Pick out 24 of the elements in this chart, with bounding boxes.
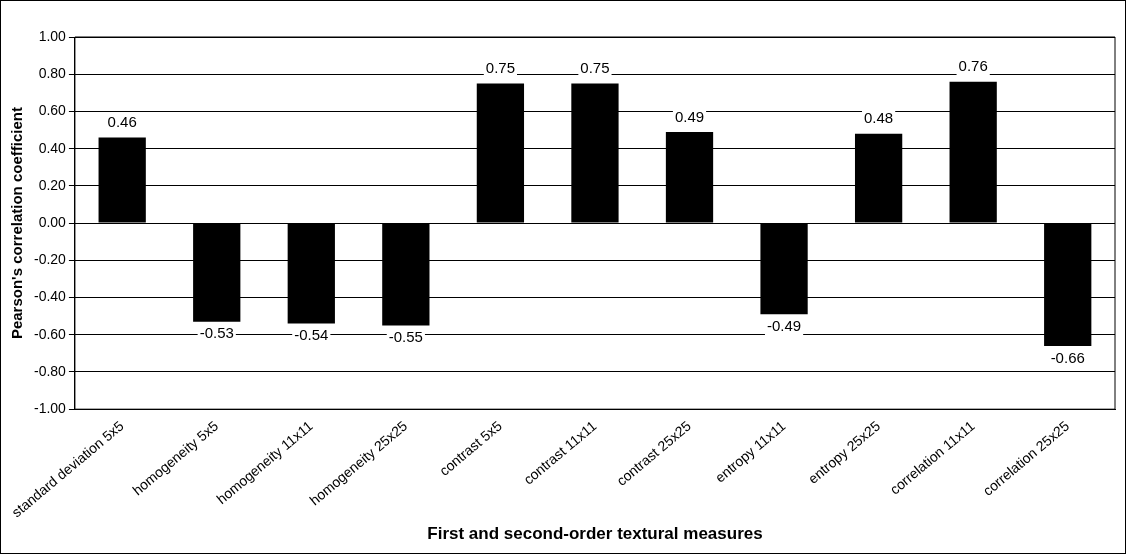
data-label: -0.66: [1050, 348, 1085, 366]
y-tick-label: 1.00: [38, 27, 67, 44]
y-tick-label: 0.40: [38, 139, 67, 156]
y-tick-label: 0.00: [38, 213, 67, 230]
data-label: -0.55: [388, 328, 423, 346]
data-label: 0.76: [958, 57, 988, 75]
y-axis-title: Pearson's correlation coefficient: [8, 107, 26, 340]
data-label: -0.54: [294, 326, 329, 344]
data-label: 0.75: [485, 59, 515, 77]
data-label: 0.48: [864, 109, 894, 127]
data-label: 0.75: [580, 59, 610, 77]
data-label: 0.46: [107, 113, 137, 131]
y-tick-label: -0.20: [33, 251, 67, 268]
y-tick-label: 0.20: [38, 176, 67, 193]
data-label: -0.49: [766, 316, 802, 334]
x-axis-title: First and second-order textural measures: [427, 524, 763, 544]
data-label: 0.49: [674, 107, 705, 125]
y-tick-label: -0.60: [33, 325, 67, 342]
y-tick-label: 0.80: [38, 65, 67, 82]
y-tick-label: -0.40: [33, 288, 67, 305]
y-tick-label: -1.00: [33, 400, 67, 417]
y-tick-label: -0.80: [33, 362, 67, 379]
y-tick-label: 0.60: [38, 102, 67, 119]
data-label: -0.53: [199, 324, 234, 342]
